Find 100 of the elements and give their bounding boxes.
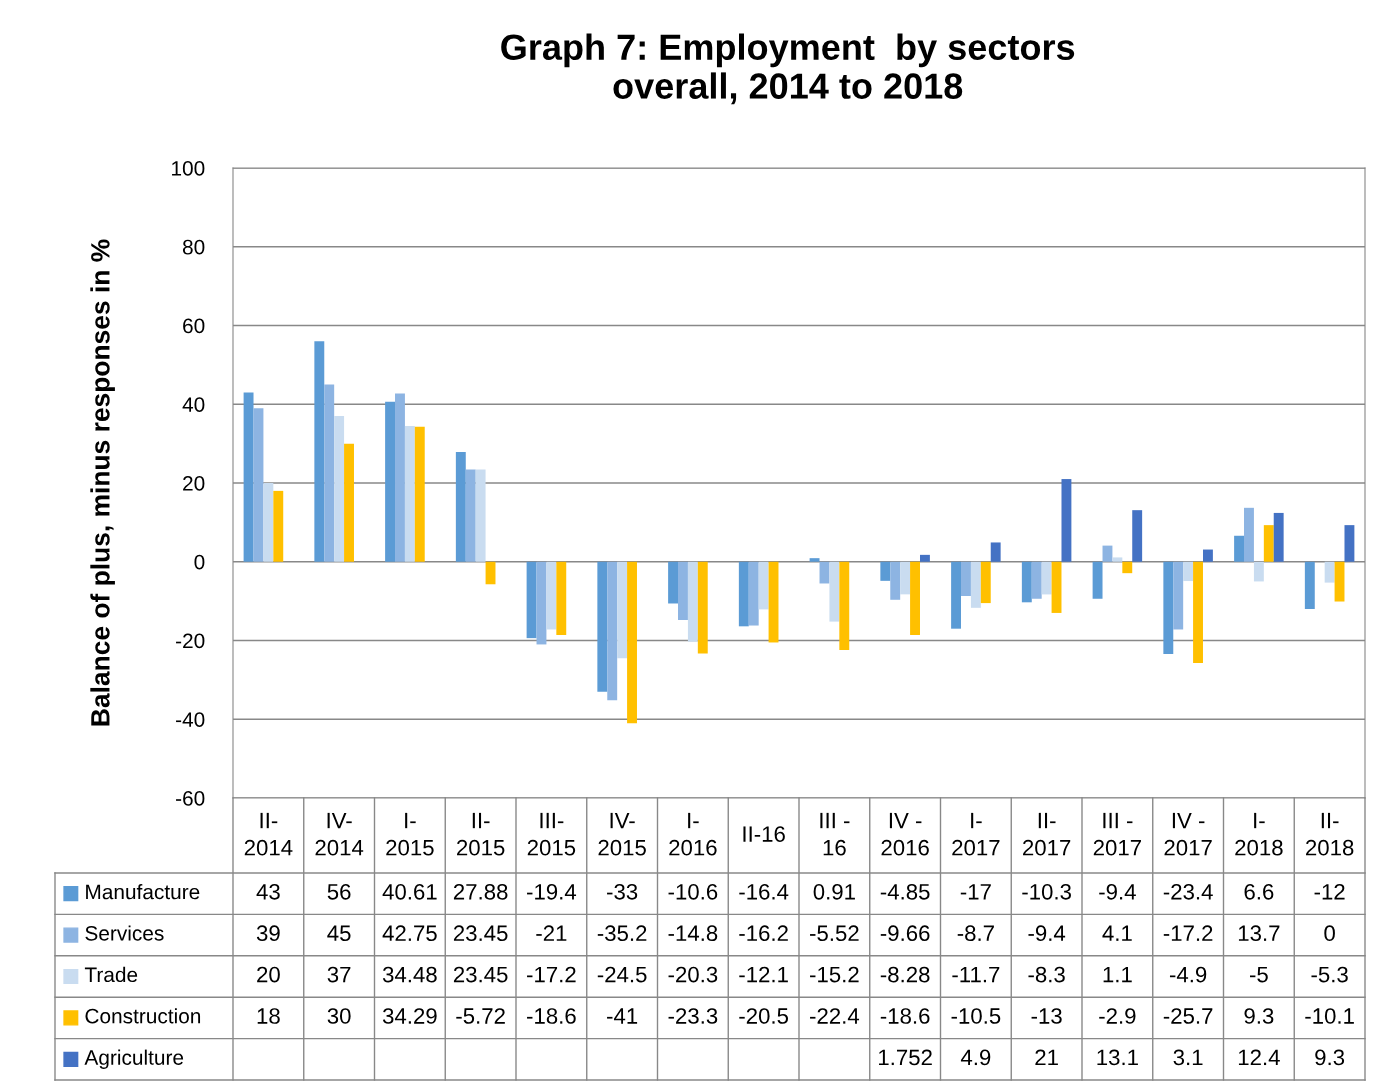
data-label: -17 [960,884,991,900]
bar [919,554,930,562]
bar [970,561,981,608]
data-label: -17.2 [527,966,576,983]
y-tick-label: -60 [176,791,205,806]
data-label: -24.5 [597,966,647,983]
legend-label: Manufacture [86,884,200,900]
bar [627,561,637,724]
x-tick-label: III - 16 [820,812,850,856]
bar [607,561,618,701]
x-tick-label: IV - 2017 [1164,812,1212,856]
data-label: -22.4 [810,1008,860,1024]
bar [980,561,991,604]
data-label: -5.72 [456,1008,505,1024]
bar [617,561,628,659]
bar [890,561,901,600]
y-tick-label: 80 [182,239,205,255]
bar [839,561,850,650]
bar [687,561,698,642]
data-label: -5.3 [1311,966,1348,983]
data-label: -5.52 [810,925,859,942]
bar [738,561,749,627]
data-label: -18.6 [527,1008,576,1024]
bar [597,561,608,692]
data-label: -11.7 [952,966,1000,983]
data-label: -18.6 [880,1008,930,1024]
data-label: 4.1 [1102,925,1132,941]
data-label: 12.4 [1238,1049,1280,1066]
data-label: -20.3 [668,966,718,983]
y-tick-label: 20 [183,476,205,491]
bar [1051,561,1062,613]
data-label: -5 [1249,966,1268,983]
data-label: -33 [607,883,638,900]
data-label: -4.9 [1169,966,1207,983]
data-label: 6.6 [1244,883,1274,900]
data-label: 30 [327,1008,351,1024]
data-label: -10.3 [1022,883,1071,900]
bar [1183,561,1194,582]
data-label: -13 [1031,1008,1062,1024]
bar [465,469,476,562]
bar [556,561,567,635]
data-label: -20.5 [739,1008,789,1024]
bar [253,408,264,562]
data-label: 34.48 [382,966,437,983]
data-label: 40.61 [382,883,437,900]
bar [748,561,759,626]
data-label: 13.7 [1238,925,1280,942]
bar [1253,561,1264,582]
bar [1031,561,1042,599]
bar [758,561,769,610]
legend-label: Services [85,925,164,941]
bar [1273,512,1284,562]
data-label: 27.88 [453,883,508,900]
x-tick-label: IV-2015 [598,812,646,856]
y-tick-label: -20 [176,633,205,649]
chart-title: Graph 7: Employment by sectors overall, 2014 to 2018 [501,33,1075,105]
bar [1304,561,1315,609]
x-tick-label: III-2015 [527,812,576,856]
bar [880,561,891,581]
legend-label: Construction [85,1008,201,1024]
bar [1061,479,1072,562]
bar [1334,561,1345,602]
bar [961,561,971,597]
data-label: 21 [1035,1049,1058,1066]
y-tick-label: -40 [176,712,205,727]
legend-label: Trade [84,966,138,983]
data-label: -10.5 [951,1008,1001,1024]
bar [1092,561,1103,599]
data-label: 9.3 [1244,1008,1274,1024]
data-label: 23.45 [453,925,508,942]
x-tick-label: IV - 2016 [881,812,929,856]
data-label: -2.9 [1099,1008,1136,1024]
data-label: -10.6 [668,883,718,900]
bar [768,561,779,643]
bar [1324,561,1335,583]
data-label: -8.3 [1028,966,1065,983]
data-label: -41 [607,1008,638,1024]
x-tick-label: III - 2017 [1093,812,1141,856]
data-label: -15.2 [810,966,859,983]
data-label: -16.2 [739,925,788,942]
data-label: -4.85 [880,883,930,900]
data-label: 0.91 [813,883,855,900]
bar [414,426,425,562]
data-label: -23.3 [668,1008,718,1024]
x-tick-label: I-2016 [669,812,717,856]
bar [1102,545,1113,562]
x-tick-label: II-2015 [457,812,505,856]
data-label: 56 [327,883,351,900]
data-label: 18 [257,1008,280,1024]
data-label: -25.7 [1163,1008,1213,1024]
y-axis-title: Balance of plus, minus responses in % [90,239,115,726]
data-label: 45 [327,925,351,942]
data-label: -9.4 [1099,883,1136,900]
bar [1202,549,1213,562]
data-label: 9.3 [1315,1049,1345,1066]
bar [1244,507,1254,562]
bar [243,392,254,562]
x-tick-label: II-2017 [1023,812,1071,856]
data-label: 1.1 [1103,966,1132,983]
bar [385,401,396,562]
